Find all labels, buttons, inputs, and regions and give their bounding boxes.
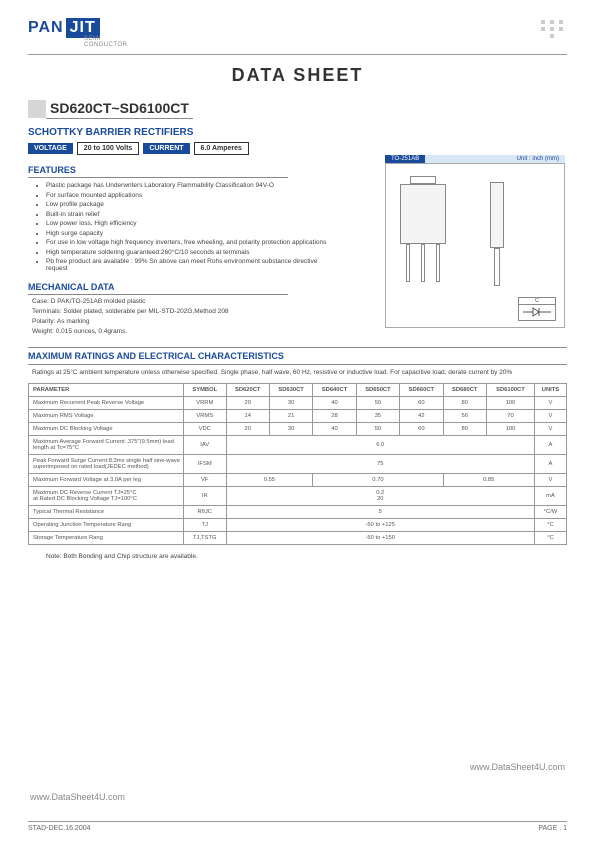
ratings-heading: MAXIMUM RATINGS AND ELECTRICAL CHARACTER… xyxy=(28,347,567,365)
part-number: SD620CT~SD6100CT xyxy=(46,100,193,119)
footnote: Note: Both Bonding and Chip structure ar… xyxy=(46,553,567,560)
table-header: SD630CT xyxy=(269,384,312,397)
feature-item: For use in low voltage high frequency in… xyxy=(46,239,328,246)
mech-item: Weight: 0.015 ounces, 0.4grams. xyxy=(32,328,328,335)
ratings-table: PARAMETERSYMBOLSD620CTSD630CTSD640CTSD65… xyxy=(28,383,567,545)
voltage-label: VOLTAGE xyxy=(28,143,73,154)
table-row: Maximum DC Blocking VoltageVDC2030405060… xyxy=(29,423,567,436)
current-value: 6.0 Amperes xyxy=(194,142,249,155)
table-header: SYMBOL xyxy=(184,384,227,397)
table-row: Peak Forward Surge Current:8.3ms single … xyxy=(29,455,567,474)
footer-date: STAD-DEC.16.2004 xyxy=(28,825,91,832)
footer-page: PAGE . 1 xyxy=(538,825,567,832)
mechanical-heading: MECHANICAL DATA xyxy=(28,282,288,295)
table-header: SD680CT xyxy=(443,384,486,397)
symbol-box: C xyxy=(518,297,556,321)
feature-item: High surge capacity xyxy=(46,230,328,237)
table-header: SD6100CT xyxy=(486,384,534,397)
logo-jit: JIT xyxy=(66,18,100,38)
current-label: CURRENT xyxy=(143,143,189,154)
table-row: Maximum Average Forward Current .375"(9.… xyxy=(29,436,567,455)
table-header: SD620CT xyxy=(226,384,269,397)
table-header: PARAMETER xyxy=(29,384,184,397)
watermark: www.DataSheet4U.com xyxy=(470,762,565,772)
feature-item: Plastic package has Underwriters Laborat… xyxy=(46,182,328,189)
table-header: SD650CT xyxy=(356,384,399,397)
watermark: www.DataSheet4U.com xyxy=(30,792,125,802)
feature-item: High temperature soldering guaranteed:26… xyxy=(46,249,328,256)
logo: PAN JIT xyxy=(28,18,567,38)
table-header: UNITS xyxy=(534,384,566,397)
feature-item: Low power loss, High efficiency xyxy=(46,220,328,227)
logo-sub: SEMI CONDUCTOR xyxy=(84,36,567,48)
mech-item: Case: D PAK/TO-251AB molded plastic xyxy=(32,298,328,305)
feature-item: Pb free product are available : 99% Sn a… xyxy=(46,258,328,272)
package-outline: TO-251AB Unit : inch (mm) C xyxy=(385,155,565,328)
table-row: Storage Temperature RangTJ,TSTG-50 to +1… xyxy=(29,532,567,545)
table-row: Maximum Forward Voltage at 3.0A per legV… xyxy=(29,474,567,487)
table-header: SD640CT xyxy=(313,384,356,397)
grey-square-icon xyxy=(28,100,46,118)
feature-item: For surface mounted applications xyxy=(46,192,328,199)
features-heading: FEATURES xyxy=(28,165,288,178)
decorative-dots xyxy=(541,20,565,38)
mech-item: Polarity: As marking xyxy=(32,318,328,325)
divider xyxy=(28,54,567,55)
table-row: Operating Junction Temperature RangTJ-50… xyxy=(29,519,567,532)
product-subtitle: SCHOTTKY BARRIER RECTIFIERS xyxy=(28,127,328,138)
package-unit: Unit : inch (mm) xyxy=(425,155,565,163)
table-row: Maximum Recurrent Peak Reverse VoltageVR… xyxy=(29,397,567,410)
part-number-row: SD620CT~SD6100CT xyxy=(28,100,567,119)
logo-pan: PAN xyxy=(28,19,64,37)
diode-symbol-icon xyxy=(519,305,555,319)
features-list: Plastic package has Underwriters Laborat… xyxy=(38,182,328,272)
feature-item: Low profile package xyxy=(46,201,328,208)
table-header: SD660CT xyxy=(400,384,443,397)
package-diagram: C xyxy=(385,163,565,328)
spec-tags: VOLTAGE 20 to 100 Volts CURRENT 6.0 Ampe… xyxy=(28,142,328,155)
package-name: TO-251AB xyxy=(385,155,425,163)
mechanical-data: Case: D PAK/TO-251AB molded plastic Termi… xyxy=(28,298,328,335)
feature-item: Built-in strain relief xyxy=(46,211,328,218)
table-row: Maximum RMS VoltageVRMS14212835425670V xyxy=(29,410,567,423)
voltage-value: 20 to 100 Volts xyxy=(77,142,140,155)
table-row: Maximum DC Reverse Current TJ=25°Cat Rat… xyxy=(29,487,567,506)
page-title: DATA SHEET xyxy=(28,65,567,86)
page-footer: STAD-DEC.16.2004 PAGE . 1 xyxy=(28,821,567,832)
table-row: Typical Thermal ResistanceRθJC5°C/W xyxy=(29,506,567,519)
mech-item: Terminals: Solder plated, solderable per… xyxy=(32,308,328,315)
ratings-note: Ratings at 25°C ambient temperature unle… xyxy=(32,369,567,377)
